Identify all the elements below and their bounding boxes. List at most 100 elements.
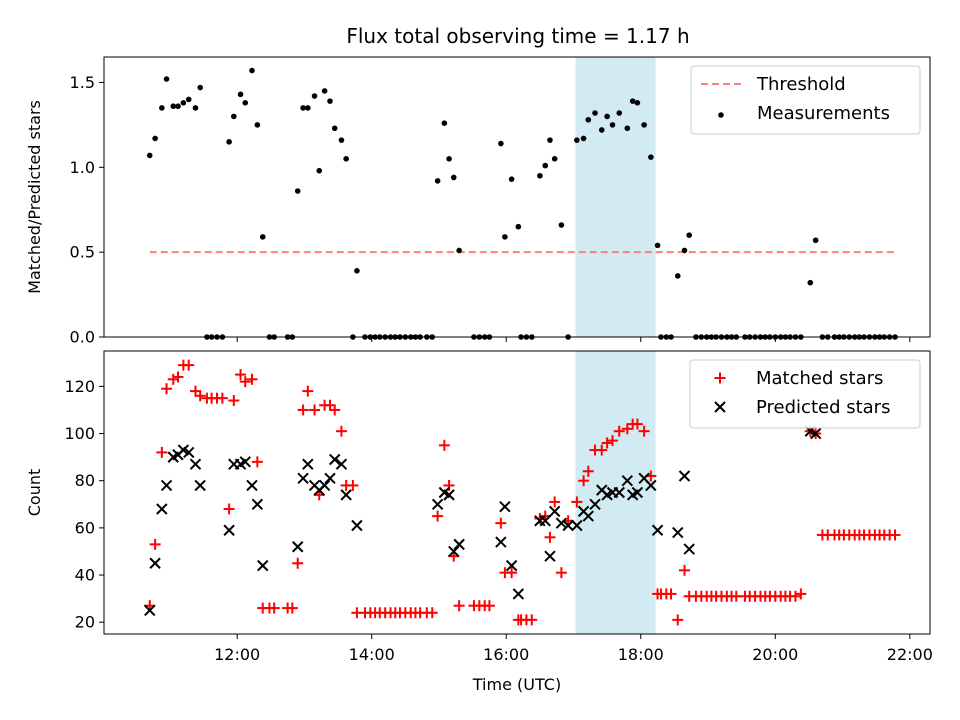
- predicted-star-point: [678, 470, 691, 482]
- predicted-star-point: [443, 489, 455, 501]
- matched-star-point: [235, 369, 247, 381]
- matched-star-point: [223, 503, 235, 515]
- measurement-markers: [146, 67, 898, 340]
- measurement-point: [508, 176, 515, 182]
- measurement-point: [574, 137, 580, 143]
- predicted-star-point: [223, 524, 235, 536]
- x-tick-label: 14:00: [349, 645, 395, 664]
- predicted-star-point: [505, 559, 518, 572]
- matched-star-point: [189, 385, 201, 397]
- measurement-point: [604, 113, 610, 120]
- legend-label: Predicted stars: [756, 397, 890, 418]
- matched-star-point: [426, 607, 438, 619]
- predicted-star-point: [512, 588, 525, 600]
- measurement-point: [542, 162, 549, 169]
- matched-star-point: [324, 399, 336, 411]
- matched-star-point: [329, 404, 341, 416]
- measurement-point: [515, 223, 522, 230]
- y-tick-label: 120: [64, 377, 95, 396]
- predicted-star-point: [645, 479, 657, 492]
- predicted-star-point: [544, 550, 556, 562]
- measurement-point: [254, 122, 261, 128]
- predicted-star-point: [499, 500, 511, 513]
- measurement-point: [641, 122, 647, 128]
- predicted-star-point: [189, 458, 202, 470]
- matched-star-point: [297, 404, 309, 416]
- predicted-star-point: [809, 427, 822, 440]
- matched-star-point: [216, 392, 228, 404]
- matched-star-point: [438, 439, 450, 451]
- measurement-point: [654, 242, 661, 249]
- measurement-point: [558, 222, 565, 228]
- legend-measurement-swatch: [718, 112, 724, 118]
- matched-star-point: [631, 418, 643, 430]
- matched-star-point: [228, 395, 240, 407]
- count-panel: 20 40 60 80 100 120 12:00 14:00 16:00 18:00 20:00…: [25, 350, 933, 694]
- y-tick-label: 100: [64, 424, 95, 443]
- matched-star-point: [194, 390, 206, 402]
- predicted-star-point: [495, 536, 507, 548]
- x-tick-label: 22:00: [887, 645, 933, 664]
- matched-star-point: [149, 538, 161, 550]
- predicted-star-point: [183, 446, 195, 459]
- ratio-y-axis: 0.0 0.5 1.0 1.5: [70, 73, 104, 347]
- predicted-star-point: [239, 456, 251, 468]
- measurement-point: [812, 237, 819, 244]
- predicted-star-point: [335, 458, 348, 470]
- count-y-label: Count: [25, 469, 44, 517]
- y-tick-label: 1.5: [70, 73, 95, 92]
- measurement-point: [585, 116, 592, 123]
- measurement-point: [502, 234, 508, 240]
- y-tick-label: 1.0: [70, 158, 95, 177]
- predicted-star-point: [571, 519, 583, 532]
- matched-star-point: [672, 614, 684, 626]
- matched-star-point: [621, 423, 633, 435]
- measurement-point: [242, 100, 249, 106]
- predicted-star-point: [431, 498, 444, 510]
- predicted-star-point: [246, 479, 258, 492]
- legend-label: Measurements: [757, 103, 890, 124]
- measurement-point: [686, 232, 692, 238]
- measurement-point: [305, 105, 311, 111]
- predicted-star-point: [251, 498, 264, 510]
- predicted-star-point: [683, 543, 695, 555]
- matched-star-point: [432, 510, 444, 522]
- matched-star-point: [613, 425, 625, 437]
- matched-star-point: [889, 529, 901, 541]
- matched-star-point: [172, 371, 184, 383]
- matched-star-point: [309, 404, 321, 416]
- measurement-point: [226, 139, 232, 145]
- matched-star-point: [161, 383, 173, 395]
- legend-label: Threshold: [756, 74, 846, 95]
- predicted-star-point: [324, 472, 336, 485]
- measurement-point: [681, 247, 688, 254]
- measurement-point: [624, 125, 631, 132]
- predicted-star-point: [539, 515, 551, 527]
- measurement-point: [185, 96, 192, 103]
- ratio-axes-frame: [103, 56, 931, 338]
- x-tick-label: 12:00: [214, 645, 260, 664]
- measurement-point: [648, 154, 654, 160]
- measurement-point: [807, 279, 814, 286]
- measurement-point: [616, 110, 623, 116]
- measurement-point: [175, 103, 181, 110]
- matched-star-point: [607, 435, 619, 447]
- y-tick-label: 0.5: [70, 243, 95, 262]
- measurement-point: [609, 122, 616, 128]
- predicted-star-point: [453, 538, 465, 551]
- predicted-star-point: [621, 475, 634, 487]
- measurement-point: [498, 140, 504, 147]
- count-x-label: Time (UTC): [472, 675, 561, 694]
- matched-star-point: [183, 359, 195, 371]
- matched-star-point: [601, 437, 613, 449]
- measurement-point: [456, 247, 462, 254]
- legend-box: [690, 65, 921, 135]
- legend-label: Matched stars: [756, 368, 883, 389]
- predicted-star-point: [149, 557, 161, 569]
- matched-star-point: [239, 376, 251, 388]
- matched-star-point: [483, 600, 495, 612]
- count-markers: [144, 359, 901, 626]
- count-legend: Matched stars Predicted stars: [689, 359, 921, 429]
- predicted-star-point: [257, 559, 269, 572]
- matched-star-point: [582, 465, 594, 477]
